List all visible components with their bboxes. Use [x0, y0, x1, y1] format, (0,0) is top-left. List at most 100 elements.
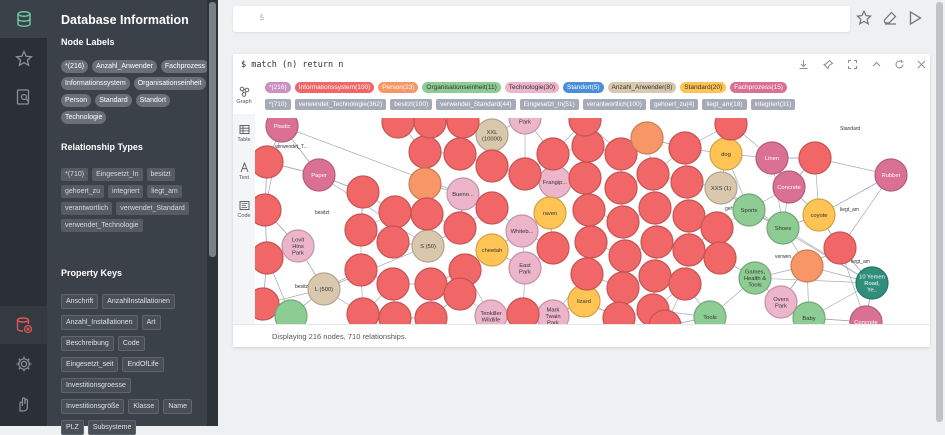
graph-node[interactable]: Linen	[755, 141, 789, 175]
node-circle[interactable]	[446, 118, 480, 139]
graph-node-unlabeled[interactable]	[604, 171, 638, 205]
graph-node-unlabeled[interactable]	[255, 241, 284, 275]
graph-node-unlabeled[interactable]	[443, 137, 477, 171]
graph-node[interactable]: Paper	[302, 158, 336, 192]
node-circle[interactable]	[414, 301, 448, 324]
node-circle[interactable]	[606, 205, 640, 239]
node-circle[interactable]	[408, 167, 442, 201]
node-circle[interactable]	[766, 211, 800, 245]
legend-relationship-chip[interactable]: Eingesetzt_In(51)	[519, 99, 579, 110]
node-circle[interactable]	[508, 157, 542, 191]
node-circle[interactable]	[255, 193, 282, 227]
node-circle[interactable]	[475, 149, 509, 183]
relationship-type-chip[interactable]: *(710)	[61, 168, 89, 181]
node-circle[interactable]	[346, 297, 380, 324]
graph-node-unlabeled[interactable]	[414, 267, 448, 301]
legend-label-chip[interactable]: Organisationseinheit(11)	[422, 82, 501, 93]
graph-node-unlabeled[interactable]	[638, 191, 672, 225]
graph-node[interactable]: Overs Park	[764, 285, 798, 319]
node-circle[interactable]	[413, 118, 447, 139]
property-key-chip[interactable]: EndOfLife	[122, 357, 164, 372]
legend-label-chip[interactable]: Technologie(30)	[504, 82, 560, 93]
graph-node[interactable]: 10 Yemen Road, Ye..	[855, 266, 889, 300]
favorite-star-icon[interactable]	[856, 10, 872, 26]
property-key-chip[interactable]: Investitionsgröße	[61, 399, 125, 414]
database-connection-warning-icon[interactable]	[0, 306, 47, 344]
graph-node-unlabeled[interactable]	[606, 271, 640, 305]
graph-node-unlabeled[interactable]	[670, 165, 704, 199]
node-circle[interactable]	[255, 145, 284, 179]
graph-node-unlabeled[interactable]	[700, 211, 734, 245]
graph-node-unlabeled[interactable]	[668, 131, 702, 165]
graph-node[interactable]: Lovit Hins Park	[281, 229, 315, 263]
node-circle[interactable]	[475, 233, 509, 267]
node-circle[interactable]	[536, 137, 570, 171]
relationship-type-chip[interactable]: verwendet_Technologie	[61, 219, 143, 232]
node-circle[interactable]	[608, 239, 642, 273]
property-key-chip[interactable]: Anzahl_Installationen	[61, 315, 138, 330]
node-circle[interactable]	[255, 241, 284, 275]
graph-node-unlabeled[interactable]	[630, 121, 664, 155]
node-circle[interactable]	[574, 225, 608, 259]
node-label-chip[interactable]: Standard	[95, 94, 132, 107]
graph-node-unlabeled[interactable]	[408, 167, 442, 201]
graph-node[interactable]: raven	[533, 196, 567, 230]
property-key-chip[interactable]: Beschreibung	[61, 336, 114, 351]
legend-relationship-chip[interactable]: verwendet_Technologie(362)	[294, 99, 387, 110]
relationship-type-chip[interactable]: verwendet_Standard	[116, 202, 189, 215]
download-icon[interactable]	[798, 59, 809, 70]
graph-node-unlabeled[interactable]	[570, 257, 604, 291]
relationship-type-chip[interactable]: gehoert_zu	[61, 185, 105, 198]
graph-node-unlabeled[interactable]	[378, 195, 412, 229]
graph-node[interactable]: Tenkiller Wildlife	[474, 299, 508, 324]
node-circle[interactable]	[732, 193, 766, 227]
node-circle[interactable]	[790, 249, 824, 283]
node-circle[interactable]	[604, 171, 638, 205]
graph-node-unlabeled[interactable]	[606, 205, 640, 239]
node-circle[interactable]	[443, 211, 477, 245]
node-circle[interactable]	[802, 198, 836, 232]
graph-node[interactable]: dog	[709, 137, 743, 171]
graph-node-unlabeled[interactable]	[568, 161, 602, 195]
graph-node[interactable]: coyote	[802, 198, 836, 232]
graph-node[interactable]: East Park	[508, 251, 542, 285]
property-key-chip[interactable]: Name	[163, 399, 193, 414]
node-circle[interactable]	[668, 131, 702, 165]
collapse-chevron-icon[interactable]	[871, 59, 882, 70]
node-circle[interactable]	[443, 137, 477, 171]
legend-relationship-chip[interactable]: liegt_am(18)	[702, 99, 747, 110]
graph-node[interactable]: Rubber	[874, 158, 908, 192]
node-circle[interactable]	[703, 241, 737, 275]
legend-relationship-chip[interactable]: besitzt(100)	[390, 99, 433, 110]
documents-search-icon[interactable]	[0, 78, 47, 116]
database-icon[interactable]	[0, 0, 47, 38]
graph-node-unlabeled[interactable]	[376, 267, 410, 301]
property-key-chip[interactable]: AnzahlInstallationen	[102, 294, 175, 309]
graph-node[interactable]: cheetah	[475, 233, 509, 267]
node-circle[interactable]	[874, 158, 908, 192]
graph-node[interactable]: XXL (10000)	[475, 118, 509, 152]
graph-canvas[interactable]: verwendet_T... Standard besitzt liegt_am lie…	[255, 118, 930, 324]
about-hand-icon[interactable]	[0, 385, 47, 423]
graph-node[interactable]: Shoes	[766, 211, 800, 245]
graph-node[interactable]: Plastic	[265, 118, 299, 143]
property-key-chip[interactable]: Eingesetzt_seit	[61, 357, 119, 372]
graph-node-unlabeled[interactable]	[475, 191, 509, 225]
graph-node[interactable]: Frangip...	[538, 165, 572, 199]
node-circle[interactable]	[849, 305, 883, 324]
node-label-chip[interactable]: Technologie	[61, 111, 107, 124]
node-circle[interactable]	[376, 267, 410, 301]
graph-node-unlabeled[interactable]	[608, 239, 642, 273]
query-text[interactable]: $ match (n) return n	[241, 60, 344, 70]
graph-node-unlabeled[interactable]	[572, 193, 606, 227]
graph-node-unlabeled[interactable]	[344, 253, 378, 287]
graph-node-unlabeled[interactable]	[636, 157, 670, 191]
property-key-chip[interactable]: PLZ	[61, 420, 84, 435]
node-circle[interactable]	[604, 137, 638, 171]
relationship-type-chip[interactable]: liegt_am	[147, 185, 182, 198]
view-text[interactable]: Text	[233, 152, 255, 190]
relationship-type-chip[interactable]: verantwortlich	[61, 202, 113, 215]
view-graph[interactable]: Graph	[233, 76, 255, 114]
graph-node[interactable]: Concrete	[849, 305, 883, 324]
node-circle[interactable]	[346, 175, 380, 209]
